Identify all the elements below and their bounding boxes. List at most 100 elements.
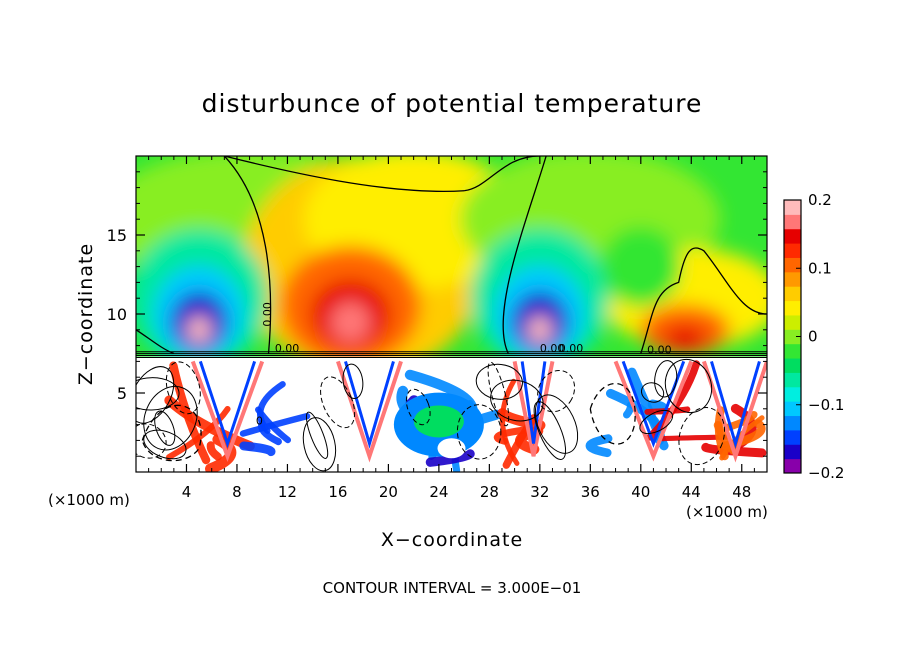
turbulence-band: [585, 434, 613, 458]
lower-contour: [165, 361, 201, 415]
lower-field: [136, 356, 767, 472]
lower-contour: [154, 410, 176, 446]
dashed-contour: [589, 382, 636, 445]
turbulence-band: [164, 395, 255, 451]
lower-contour: [136, 423, 167, 459]
colorbar-tick-label: 0.2: [808, 191, 832, 209]
lower-contour: [136, 377, 180, 411]
upper-field: [136, 156, 767, 377]
lower-contour: [490, 379, 544, 422]
colorbar-swatch: [784, 429, 801, 445]
field-blob: [662, 325, 707, 350]
x-tick-label: 20: [379, 483, 398, 501]
contour-interval-note: CONTOUR INTERVAL = 3.000E−01: [323, 579, 582, 597]
y-tick-label: 10: [107, 305, 127, 324]
turbulence-band: [206, 441, 222, 461]
y-tick-label: 15: [107, 226, 127, 245]
x-unit-left: (×1000 m): [48, 491, 130, 509]
lower-contour: [534, 394, 579, 454]
colorbar-swatch: [784, 243, 801, 258]
field-blob: [600, 226, 681, 307]
lower-contour: [664, 358, 713, 414]
colorbar-swatch: [784, 214, 801, 230]
x-axis-title: X−coordinate: [381, 529, 523, 551]
zero-contour: [224, 156, 465, 192]
turbulence-streak: [512, 361, 555, 457]
lower-contour: [305, 411, 329, 459]
colorbar-tick-label: −0.1: [808, 396, 844, 414]
colorbar-swatch: [784, 329, 801, 345]
colorbar-swatch: [784, 286, 801, 302]
chart-title: disturbunce of potential temperature: [202, 89, 703, 118]
lower-contour: [342, 363, 364, 399]
turbulence-band: [169, 361, 211, 465]
x-tick-label: 8: [232, 483, 242, 501]
turbulence-band: [239, 441, 276, 457]
colorbar-swatch: [784, 314, 801, 330]
turbulence-streak: [344, 360, 395, 449]
x-tick-label: 36: [581, 483, 600, 501]
y-axis: 5 10 15: [107, 171, 767, 457]
turbulence-band: [239, 412, 311, 437]
turbulence-mass: [437, 438, 466, 459]
colorbar-swatch: [784, 228, 801, 244]
x-tick-label: 12: [278, 483, 297, 501]
lower-contour: [320, 376, 356, 429]
contour-label: 0: [256, 415, 263, 428]
x-tick-label: 4: [182, 483, 192, 501]
colorbar-swatch: [784, 343, 801, 359]
contour-label: 0.00: [647, 344, 672, 357]
lower-contour: [537, 369, 576, 413]
colorbar-swatch: [784, 300, 801, 316]
x-tick-label: 24: [429, 483, 448, 501]
turbulence-band: [425, 449, 475, 467]
turbulence-band: [257, 381, 286, 434]
lower-contour: [533, 401, 567, 460]
lower-contour: [639, 409, 674, 435]
turbulence-streak: [336, 360, 403, 463]
turbulence-streak: [190, 360, 265, 463]
colorbar-swatch: [784, 415, 801, 431]
contour-label: 0.00: [559, 342, 584, 355]
lower-contour: [136, 366, 175, 424]
field-blob: [527, 315, 552, 344]
zero-contour: [464, 156, 540, 192]
lower-contour: [405, 388, 431, 426]
lower-contour: [641, 382, 665, 403]
colorbar-swatch: [784, 271, 801, 287]
lower-contour: [456, 404, 502, 460]
x-tick-label: 44: [682, 483, 701, 501]
colorbar-swatch: [784, 358, 801, 373]
x-tick-label: 28: [480, 483, 499, 501]
zero-contour: [223, 156, 272, 354]
x-axis: 4 8 12 16 20 24 28 32 36 40 44 48: [148, 156, 755, 501]
contour-label: 0.00: [261, 302, 274, 327]
lower-contour: [678, 407, 726, 466]
field-blob: [330, 301, 371, 342]
colorbar-tick-label: 0.1: [808, 259, 832, 277]
turbulence-streak: [198, 360, 257, 449]
x-tick-label: 16: [328, 483, 347, 501]
zero-contour: [502, 156, 547, 354]
turbulence-streak: [710, 360, 761, 449]
dashed-contour: [141, 404, 202, 462]
colorbar-swatch: [784, 458, 801, 474]
turbulence-band: [493, 426, 531, 445]
contour-label: 0.00: [275, 342, 300, 355]
colorbar-swatch: [784, 401, 801, 417]
x-tick-label: 40: [631, 483, 650, 501]
colorbar: 0.2 0.1 0 −0.1 −0.2: [783, 191, 844, 482]
colorbar-swatch: [784, 372, 801, 388]
colorbar-swatch: [784, 257, 801, 273]
turbulence-mass: [413, 405, 464, 438]
turbulence-streak: [520, 361, 547, 444]
x-unit-right: (×1000 m): [686, 503, 768, 521]
turbulence-band: [165, 405, 231, 461]
turbulence-streak: [702, 360, 767, 463]
colorbar-swatch: [784, 386, 801, 402]
y-tick-label: 5: [117, 384, 127, 403]
x-tick-label: 48: [732, 483, 751, 501]
field-blob: [187, 315, 212, 344]
